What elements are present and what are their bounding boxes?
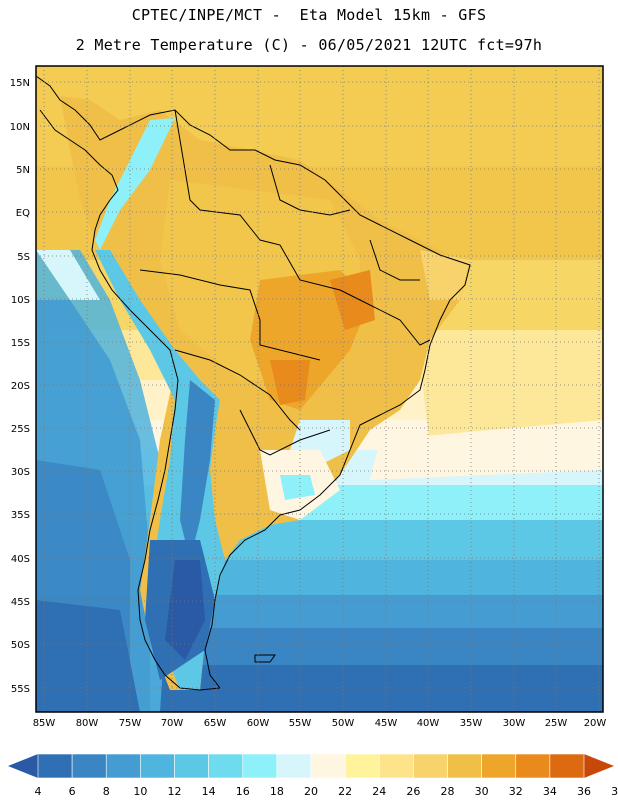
colorbar-label: 38 [611, 785, 618, 798]
latitude-labels: 15N 10N 5N EQ 5S 10S 15S 20S 25S 30S 35S… [10, 78, 30, 695]
colorbar-label: 36 [577, 785, 591, 798]
colorbar-cell [515, 753, 551, 779]
lat-label: 20S [11, 381, 30, 392]
lon-label: 75W [119, 718, 142, 729]
lon-label: 35W [460, 718, 483, 729]
colorbar-cell [549, 753, 585, 779]
lon-label: 20W [584, 718, 607, 729]
graticule [36, 66, 603, 712]
colorbar-cell [174, 753, 209, 779]
colorbar-label: 22 [338, 785, 352, 798]
lon-label: 45W [375, 718, 398, 729]
lon-label: 25W [545, 718, 568, 729]
lat-label: 40S [11, 554, 30, 565]
longitude-labels: 85W 80W 75W 70W 65W 60W 55W 50W 45W 40W … [33, 718, 607, 729]
colorbar-cell [140, 753, 175, 779]
colorbar-cell [71, 753, 107, 779]
colorbar-label: 6 [69, 785, 76, 798]
lon-label: 30W [503, 718, 526, 729]
colorbar-label: 4 [35, 785, 42, 798]
lat-label: 50S [11, 640, 30, 651]
lat-label: 45S [11, 597, 30, 608]
colorbar-cell [344, 753, 380, 779]
colorbar-label: 28 [441, 785, 455, 798]
colorbar-cell [105, 753, 141, 779]
colorbar-label: 32 [509, 785, 523, 798]
coastlines [36, 75, 471, 691]
colorbar-cell [413, 753, 448, 779]
lat-label: 25S [11, 424, 30, 435]
colorbar-cell [481, 753, 517, 779]
lon-label: 55W [289, 718, 312, 729]
colorbar-label: 14 [202, 785, 216, 798]
colorbar-cell [310, 753, 346, 779]
colorbar-label: 24 [372, 785, 386, 798]
colorbar-left-arrow [8, 754, 38, 778]
colorbar-cell [242, 753, 278, 779]
lat-label: 10S [11, 295, 30, 306]
lat-label: 5N [16, 165, 30, 176]
colorbar-label: 16 [236, 785, 250, 798]
colorbar-cell [378, 753, 414, 779]
colorbar-label: 12 [168, 785, 182, 798]
lon-label: 65W [204, 718, 227, 729]
lat-label: 15N [10, 78, 30, 89]
lat-label: 55S [11, 684, 30, 695]
colorbar-cell [447, 753, 482, 779]
colorbar-right-arrow [584, 754, 614, 778]
colorbar-label: 18 [270, 785, 284, 798]
colorbar-label: 8 [103, 785, 110, 798]
map-frame [35, 65, 604, 713]
map-title-line1: CPTEC/INPE/MCT - Eta Model 15km - GFS [131, 6, 487, 24]
lon-label: 80W [76, 718, 99, 729]
colorbar: 4 6 8 10 12 14 16 18 20 22 24 26 28 30 32 34 36 38 [8, 753, 618, 798]
lat-label: 35S [11, 510, 30, 521]
lon-label: 60W [247, 718, 270, 729]
colorbar-cell [276, 753, 312, 779]
colorbar-label: 34 [543, 785, 557, 798]
colorbar-cell [37, 753, 73, 779]
lon-label: 50W [332, 718, 355, 729]
lon-label: 85W [33, 718, 56, 729]
map-title-line2: 2 Metre Temperature (C) - 06/05/2021 12U… [75, 36, 543, 54]
colorbar-label: 30 [475, 785, 489, 798]
temperature-field [36, 66, 603, 712]
lon-label: 40W [417, 718, 440, 729]
lat-label: 15S [11, 338, 30, 349]
lat-label: 10N [10, 122, 30, 133]
lat-label: 30S [11, 467, 30, 478]
colorbar-label: 20 [304, 785, 318, 798]
lon-label: 70W [161, 718, 184, 729]
colorbar-label: 26 [406, 785, 420, 798]
lat-label: 5S [17, 252, 30, 263]
lat-label: EQ [16, 208, 30, 219]
colorbar-label: 10 [133, 785, 147, 798]
colorbar-cell [208, 753, 244, 779]
